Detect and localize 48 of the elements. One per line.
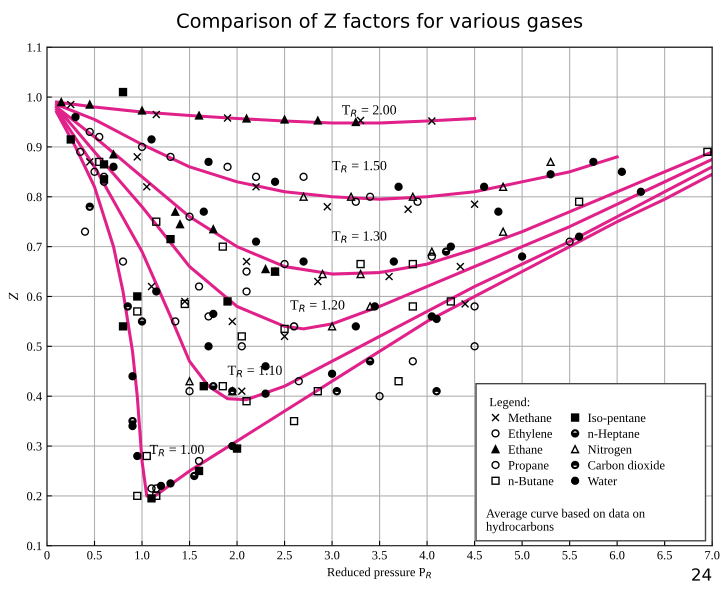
text: 24 xyxy=(692,568,712,581)
x-tick-label: 5.0 xyxy=(515,550,530,560)
annotation: T$_{R}$ = 1.30 xyxy=(332,231,386,243)
y-tick-label: 0.9 xyxy=(26,142,42,152)
y-tick-label: 0.7 xyxy=(26,242,42,252)
y-tick-label: 0.5 xyxy=(26,342,42,351)
y-tick-label: 0.1 xyxy=(26,542,42,550)
legend-label: Nitrogen xyxy=(588,445,632,456)
y-tick-label: 0.6 xyxy=(26,292,42,301)
x-tick-label: 6.5 xyxy=(657,551,672,560)
x-tick-label: 7.0 xyxy=(705,550,720,560)
x-tick-label: 0.5 xyxy=(87,550,102,560)
chart-title: Comparison of Z factors for various gases xyxy=(177,12,582,32)
y-tick-label: 0.8 xyxy=(26,192,42,202)
x-tick-label: 3.0 xyxy=(324,550,340,560)
legend-label: Carbon dioxide xyxy=(588,460,665,470)
x-tick-label: 3.5 xyxy=(372,551,387,560)
annotation: T$_{R}$ = 1.20 xyxy=(290,300,344,312)
y-axis-title: Z xyxy=(8,292,18,300)
y-tick-label: 0.2 xyxy=(26,492,42,500)
annotation: T$_{R}$ = 1.10 xyxy=(228,366,282,378)
x-tick-label: 2.0 xyxy=(230,550,244,560)
y-tick-label: 1.0 xyxy=(28,93,42,102)
legend-title: Legend: xyxy=(490,397,530,409)
x-tick-label: 4.5 xyxy=(467,551,482,560)
legend-label: Propane xyxy=(508,461,549,472)
legend-label: Iso-pentane xyxy=(588,414,646,425)
x-tick-label: 0 xyxy=(44,550,50,560)
x-tick-label: 4.0 xyxy=(420,550,434,560)
legend-label: n-Butane xyxy=(508,476,554,486)
x-axis-title: Reduced pressure P$_{R}$ xyxy=(327,568,431,579)
legend-label: n-Heptane xyxy=(588,430,640,440)
x-tick-label: 2.5 xyxy=(277,551,292,560)
y-tick-label: 1.1 xyxy=(28,43,42,52)
annotation: T$_{R}$ = 1.50 xyxy=(332,160,386,172)
legend-label: Water xyxy=(588,476,618,486)
y-tick-label: 0.3 xyxy=(26,442,42,451)
x-tick-label: 1.0 xyxy=(135,550,150,560)
y-tick-label: 0.4 xyxy=(26,392,42,401)
x-tick-label: 6.0 xyxy=(610,550,624,560)
legend-label: Methane xyxy=(508,413,552,422)
annotation: T$_{R}$ = 1.00 xyxy=(150,444,204,456)
legend-label: Ethane xyxy=(508,444,542,454)
x-tick-label: 5.5 xyxy=(562,551,577,560)
x-tick-label: 1.5 xyxy=(182,551,197,560)
annotation: Average curve based on data on hydrocarbons xyxy=(486,508,645,534)
annotation: T$_{R}$ = 2.00 xyxy=(342,105,396,117)
legend-label: Ethylene xyxy=(508,429,552,440)
